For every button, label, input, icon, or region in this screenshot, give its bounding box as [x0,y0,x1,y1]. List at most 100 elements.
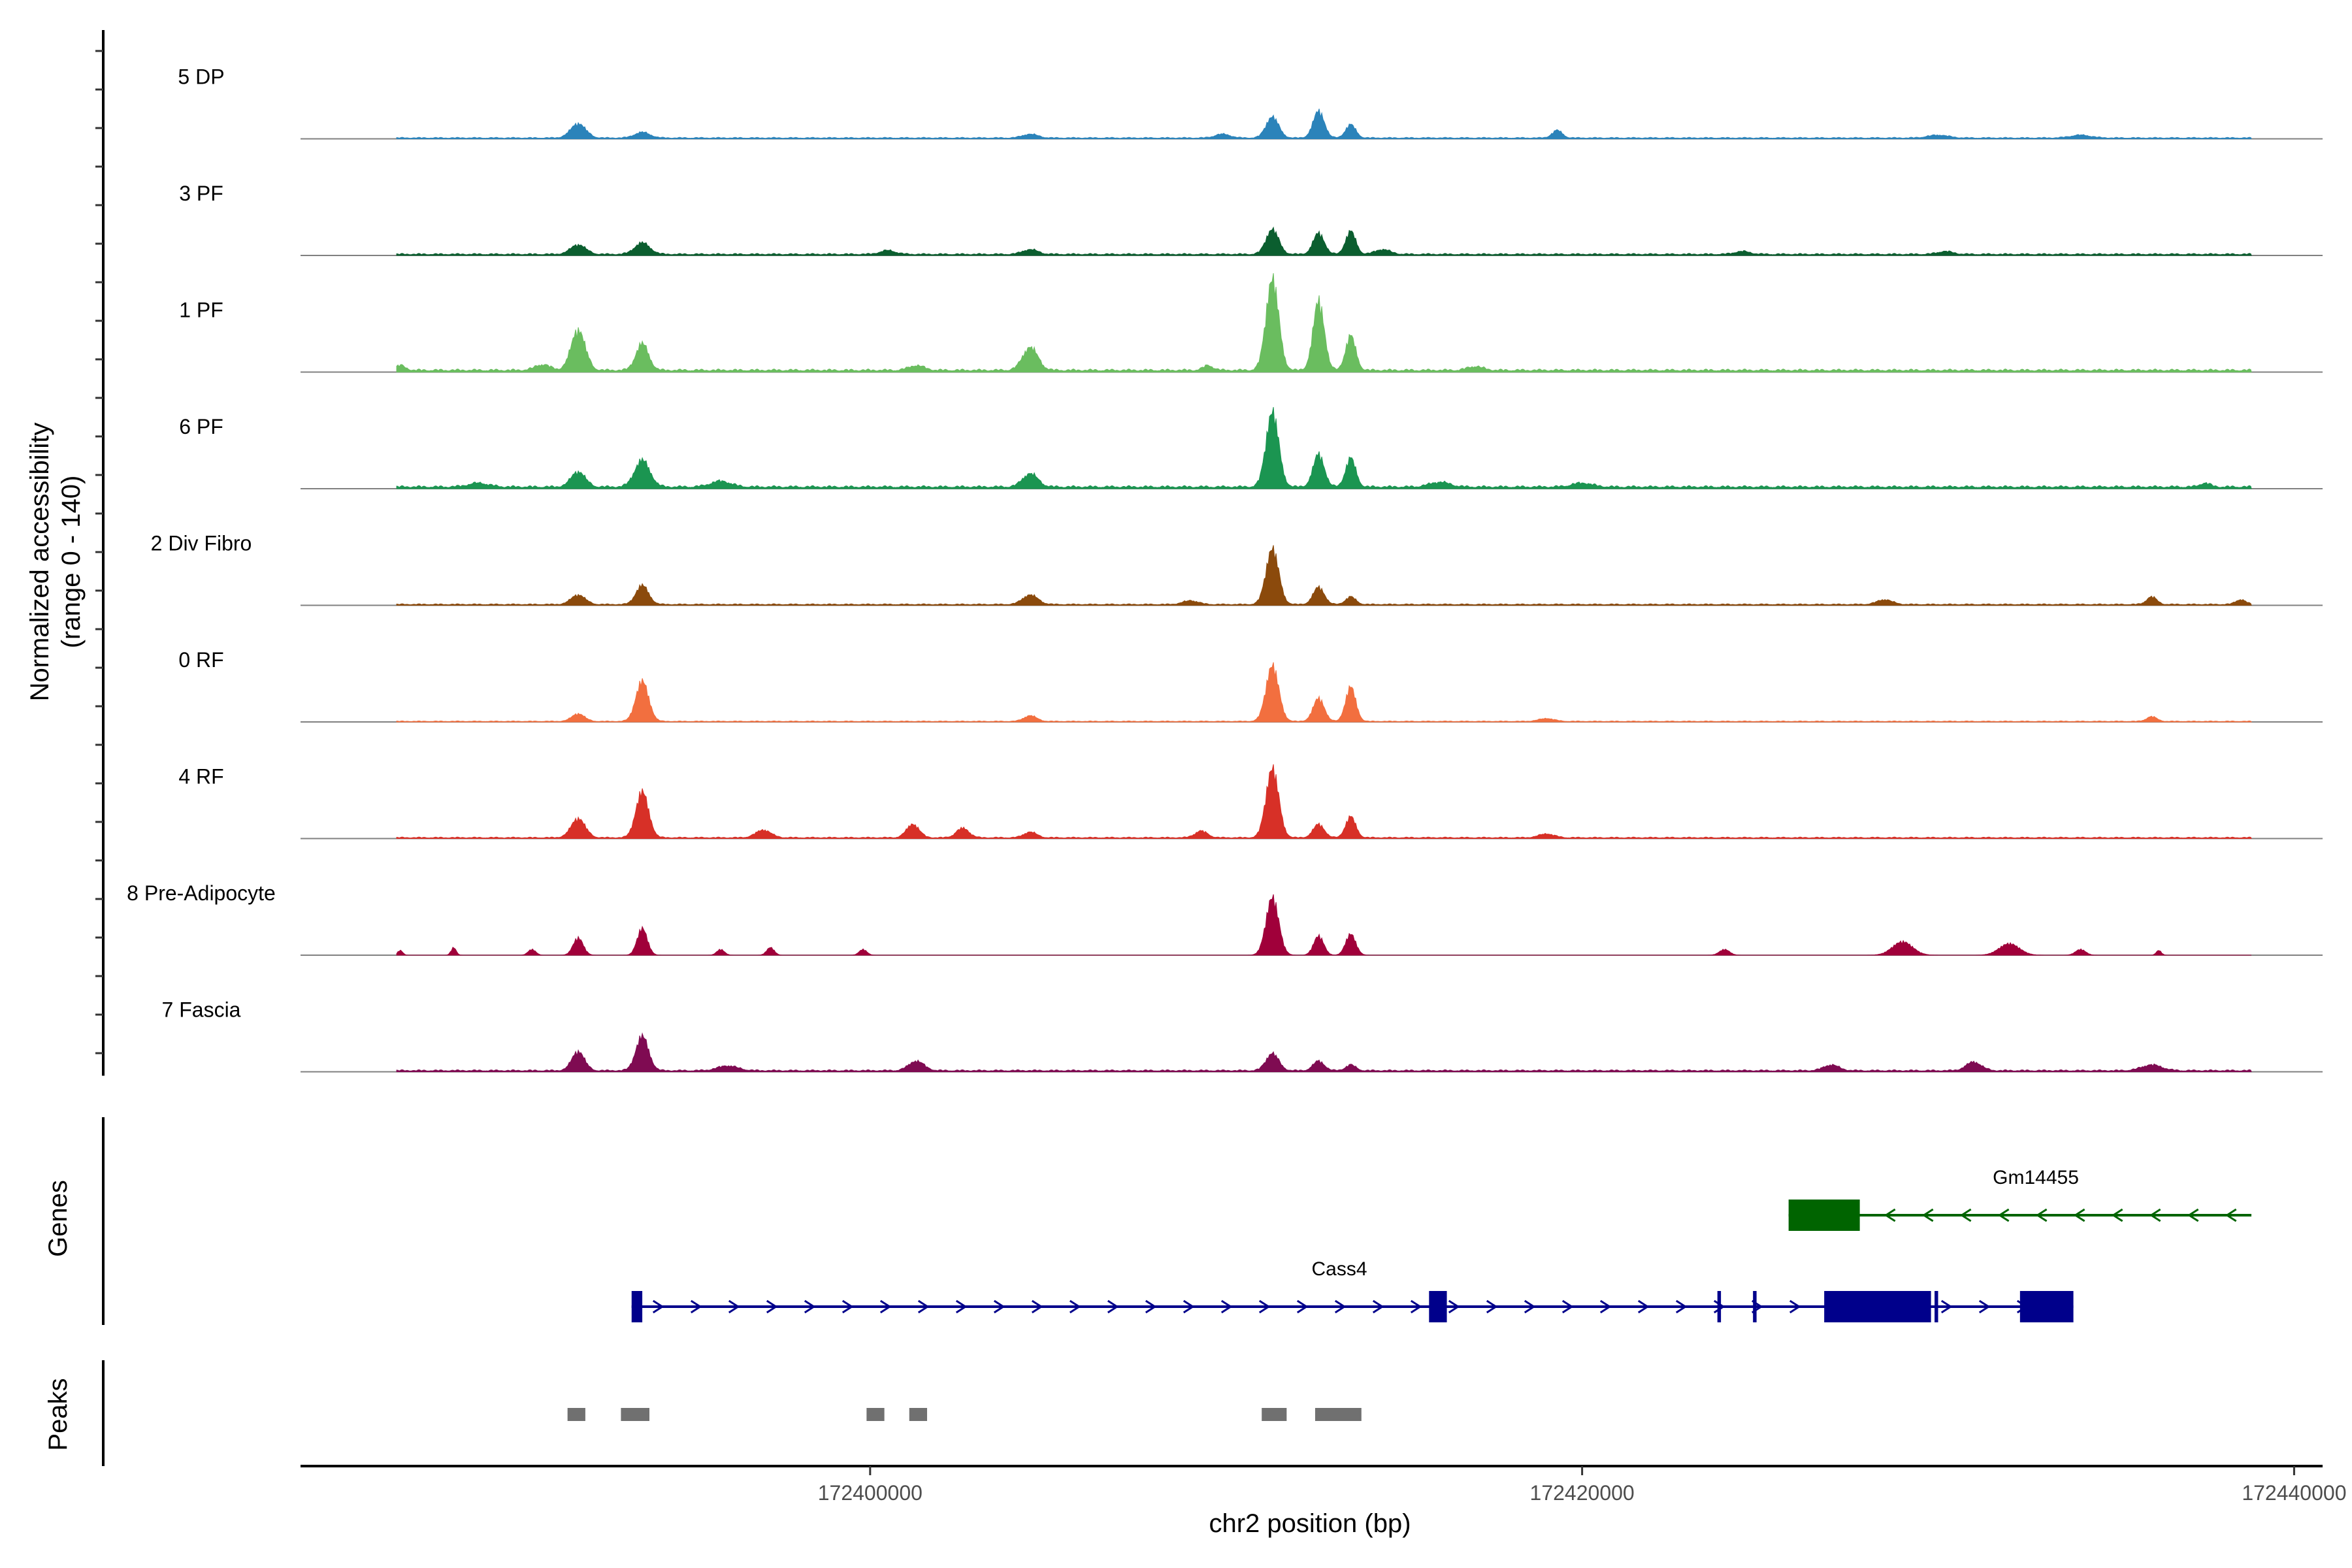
coverage-area [396,1032,2252,1072]
strand-arrow [1524,1299,1536,1314]
strand-arrow [1978,1299,1991,1314]
strand-arrow [1069,1299,1081,1314]
gene-track: Gm14455 Cass4 [102,1117,2252,1325]
track-label: 4 RF [178,765,223,789]
strand-arrow [1145,1299,1157,1314]
strand-arrow [1296,1299,1309,1314]
peak-region [621,1408,649,1421]
exon [1717,1291,1722,1322]
peak-region [567,1408,585,1421]
strand-arrow [1372,1299,1384,1314]
track-label: 2 Div Fibro [151,532,252,555]
coverage-area [396,894,2251,956]
strand-arrow [1448,1299,1460,1314]
exon [2019,1291,2074,1322]
exon [631,1291,643,1322]
coverage-area [396,545,2252,606]
strand-arrow [2073,1208,2085,1222]
genes-axis-title: Genes [44,1180,73,1257]
strand-arrow [1675,1299,1688,1314]
strand-arrow [1107,1299,1119,1314]
track-label: 0 RF [178,648,223,672]
track-label: 5 DP [178,65,224,89]
track-4-rf: 4 RF [178,764,2323,840]
strand-arrow [1940,1299,1953,1314]
exon [1824,1291,1931,1322]
track-6-pf: 6 PF [179,407,2323,489]
strand-arrow [1713,1299,1725,1314]
coverage-area [396,226,2252,256]
x-axis: 172400000 172420000 172440000 [301,1465,2346,1505]
exon [1788,1200,1860,1231]
strand-arrow [1031,1299,1043,1314]
strand-arrow [1637,1299,1650,1314]
strand-arrow [1561,1299,1574,1314]
exon [1753,1291,1757,1322]
coverage-area [396,108,2252,139]
strand-arrow [1789,1299,1801,1314]
track-0-rf: 0 RF [178,648,2323,723]
coverage-area [396,407,2252,489]
x-tick-label: 172400000 [818,1481,923,1505]
peak-region [909,1408,928,1421]
strand-arrow [804,1299,816,1314]
strand-arrow [917,1299,930,1314]
peak-region [1262,1408,1287,1421]
strand-arrow [879,1299,892,1314]
track-8-pre-adipocyte: 8 Pre-Adipocyte [127,881,2323,956]
coverage-area [396,273,2252,372]
peaks-axis-title: Peaks [44,1378,73,1450]
strand-arrow [1410,1299,1422,1314]
strand-arrow [690,1299,702,1314]
track-label: 6 PF [179,415,223,438]
track-label: 1 PF [179,299,223,322]
y-axis-title-line1: Normalized accessibility [25,423,54,702]
peak-track [102,1360,1362,1466]
strand-arrow [1183,1299,1195,1314]
coverage-tracks: 5 DP 3 PF 1 PF 6 PF 2 Div Fibro 0 RF 4 RF 8 Pre… [95,30,2323,1076]
strand-arrow [1258,1299,1271,1314]
strand-arrow [728,1299,740,1314]
strand-arrow [1959,1208,1972,1222]
track-label: 3 PF [179,182,223,205]
coverage-area [396,764,2252,839]
strand-arrow [1220,1299,1233,1314]
track-5-dp: 5 DP [178,65,2323,140]
track-label: 7 Fascia [162,998,241,1022]
strand-arrow [2187,1208,2199,1222]
strand-arrow [1921,1208,1934,1222]
strand-arrow [2225,1208,2237,1222]
exon [1429,1291,1447,1322]
track-3-pf: 3 PF [179,182,2323,256]
strand-arrow [1486,1299,1498,1314]
track-7-fascia: 7 Fascia [162,998,2323,1073]
gene-name-label: Gm14455 [1993,1167,2079,1188]
strand-arrow [1997,1208,2010,1222]
exon [1935,1291,1938,1322]
y-axis-title-line2: (range 0 - 140) [57,476,86,649]
track-1-pf: 1 PF [179,273,2323,373]
coverage-area [396,662,2252,723]
strand-arrow [841,1299,854,1314]
strand-arrow [955,1299,968,1314]
strand-arrow [766,1299,778,1314]
track-2-div-fibro: 2 Div Fibro [151,532,2323,606]
x-tick-label: 172420000 [1530,1481,1635,1505]
gene-name-label: Cass4 [1311,1258,1367,1280]
track-label: 8 Pre-Adipocyte [127,881,276,905]
strand-arrow [2149,1208,2161,1222]
x-tick-label: 172440000 [2242,1481,2346,1505]
strand-arrow [993,1299,1005,1314]
strand-arrow [2035,1208,2048,1222]
strand-arrow [1884,1208,1896,1222]
strand-arrow [652,1299,664,1314]
gene-gm14455: Gm14455 [1788,1167,2252,1231]
x-axis-title: chr2 position (bp) [1209,1509,1411,1538]
gene-cass4: Cass4 [631,1258,2074,1322]
strand-arrow [2111,1208,2123,1222]
peak-region [866,1408,885,1421]
peak-region [1315,1408,1362,1421]
strand-arrow [1599,1299,1612,1314]
